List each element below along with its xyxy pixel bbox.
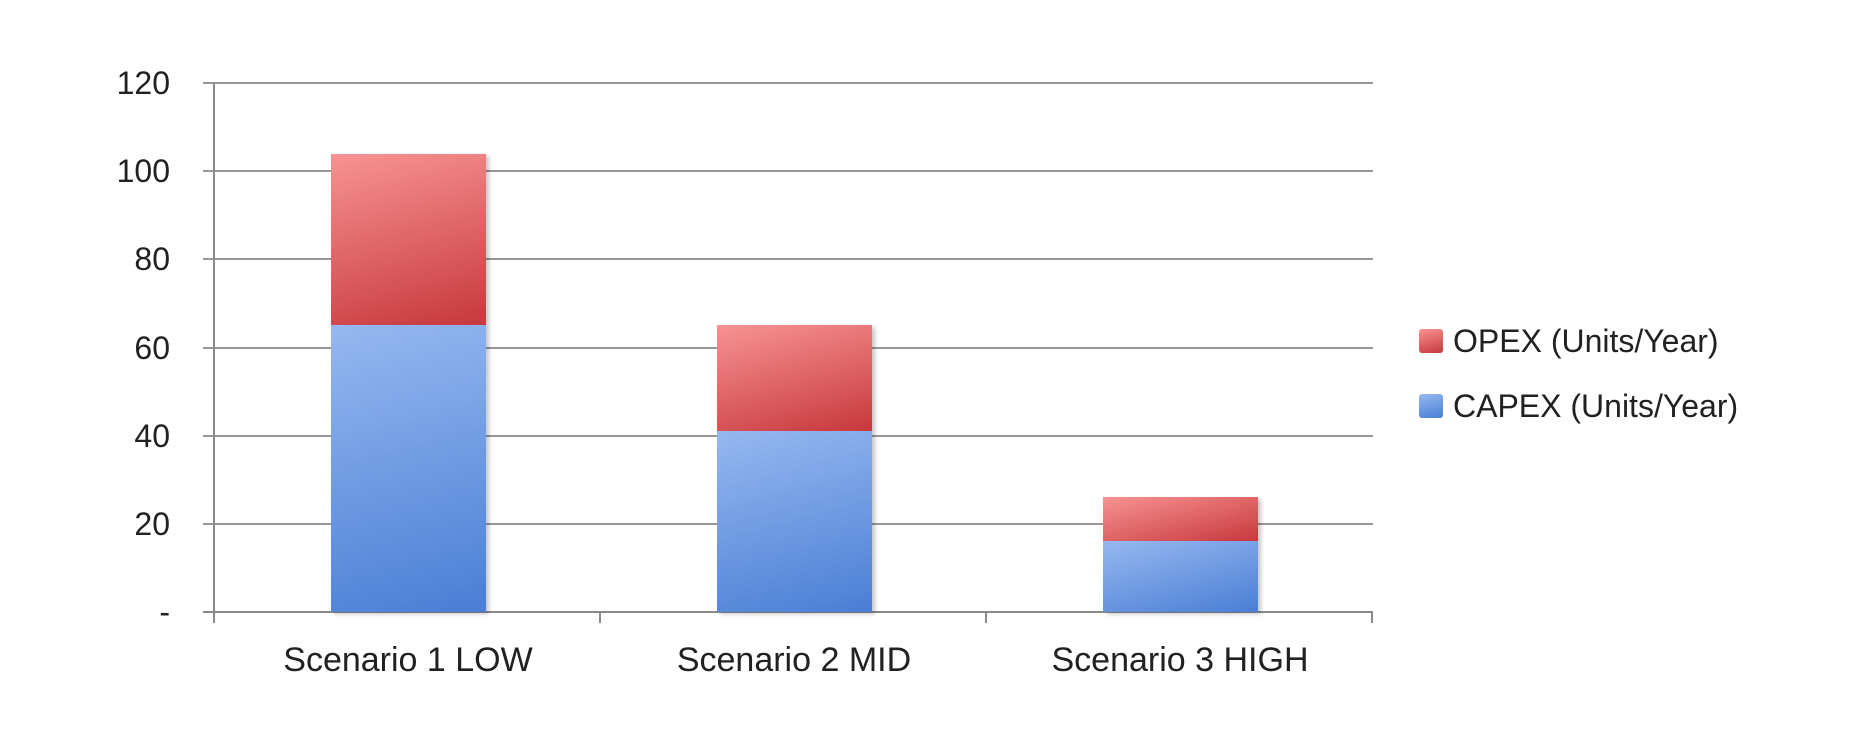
bar-segment-capex-units-year-scenario-2-mid [716,431,872,612]
y-axis-tick-label: 100 [116,153,170,190]
x-axis-tick [213,612,215,623]
legend-item-capex-units-year: CAPEX (Units/Year) [1419,387,1738,425]
legend-swatch-opex-units-year [1419,329,1443,353]
y-axis-tick-label: 80 [134,241,170,278]
legend-item-opex-units-year: OPEX (Units/Year) [1419,322,1719,360]
y-axis-tick-label: 20 [134,505,170,542]
bar-scenario-2-mid [716,325,872,612]
bar-scenario-1-low [330,153,486,612]
bar-segment-capex-units-year-scenario-1-low [330,325,486,612]
y-axis-line [213,83,215,612]
bar-segment-opex-units-year-scenario-1-low [330,153,486,326]
legend-label: CAPEX (Units/Year) [1453,387,1739,424]
x-axis-tick [599,612,601,623]
x-axis-category-label: Scenario 1 LOW [283,641,533,679]
legend-label: OPEX (Units/Year) [1453,322,1719,359]
y-axis-tick-label: 40 [134,417,170,454]
bar-segment-capex-units-year-scenario-3-high [1102,541,1258,612]
bar-segment-opex-units-year-scenario-3-high [1102,497,1258,542]
x-axis-category-label: Scenario 2 MID [676,641,912,679]
gridline [203,170,1373,173]
bar-segment-opex-units-year-scenario-2-mid [716,325,872,432]
legend-swatch-capex-units-year [1419,394,1443,418]
gridline [203,258,1373,261]
y-axis-tick-label: 60 [134,329,170,366]
x-axis-tick [1371,612,1373,623]
y-axis-tick-label: - [159,594,170,630]
x-axis-category-label: Scenario 3 HIGH [1051,641,1309,679]
x-axis-line [203,611,1373,613]
gridline [203,82,1373,84]
y-axis-tick-label: 120 [116,65,170,101]
x-axis-tick [985,612,987,623]
bar-scenario-3-high [1102,497,1258,612]
